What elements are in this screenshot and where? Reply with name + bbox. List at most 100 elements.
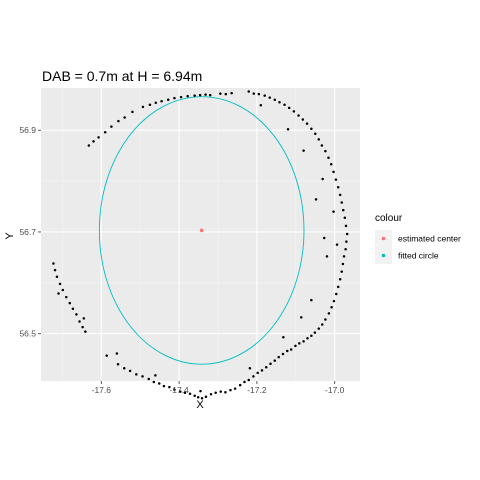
data-point (345, 232, 349, 236)
data-point (327, 156, 330, 159)
data-point (152, 380, 156, 384)
data-point (105, 354, 108, 357)
data-point (230, 91, 233, 95)
legend-title: colour (375, 213, 403, 224)
data-point (193, 394, 196, 398)
points-layer (52, 90, 349, 400)
data-point (257, 92, 261, 96)
data-point (286, 349, 289, 353)
data-point (55, 275, 59, 278)
data-point (320, 144, 324, 147)
data-point (166, 98, 170, 101)
data-point (344, 248, 347, 251)
data-point (252, 92, 256, 95)
data-point (314, 132, 317, 136)
data-point (81, 325, 84, 329)
data-point (310, 334, 313, 337)
grid-major (41, 88, 360, 381)
data-point (302, 149, 305, 152)
center-layer (199, 228, 204, 233)
data-point (199, 389, 202, 393)
y-axis-title: Y (4, 232, 16, 240)
data-point (305, 122, 309, 125)
data-point (123, 116, 126, 119)
x-tick-label: -17.6 (92, 385, 112, 395)
data-point (278, 100, 281, 104)
data-point (186, 94, 189, 98)
data-point (297, 114, 300, 117)
data-point (53, 268, 57, 272)
data-point (247, 90, 250, 93)
data-point (256, 371, 259, 375)
data-point (117, 119, 120, 123)
data-point (343, 216, 347, 219)
data-point (332, 299, 336, 303)
fitted-circle (98, 96, 305, 365)
data-point (168, 385, 171, 389)
legend-marker (381, 253, 386, 258)
data-point (340, 270, 343, 273)
data-point (277, 355, 280, 359)
data-point (68, 301, 72, 305)
data-point (57, 292, 60, 295)
data-point (224, 390, 227, 394)
data-point (84, 330, 87, 333)
data-point (128, 369, 132, 373)
data-point (193, 94, 196, 97)
data-point (259, 104, 263, 107)
data-point (289, 348, 293, 351)
data-point (298, 342, 301, 345)
data-point (148, 103, 152, 107)
data-point (61, 288, 65, 292)
data-point (336, 285, 340, 289)
data-point (179, 390, 182, 393)
data-point (314, 198, 318, 201)
data-point (92, 140, 95, 143)
y-tick-label: 56.7 (19, 227, 36, 237)
data-point (283, 103, 286, 107)
data-point (65, 295, 68, 299)
x-tick-label: -17.2 (247, 385, 267, 395)
data-point (269, 362, 272, 365)
data-point (322, 236, 326, 240)
data-point (103, 131, 107, 134)
data-point (154, 374, 157, 377)
data-point (268, 96, 271, 99)
data-point (154, 101, 158, 105)
data-point (238, 383, 242, 387)
data-point (273, 98, 277, 101)
data-point (160, 99, 163, 103)
data-point (173, 96, 176, 100)
data-point (141, 375, 144, 378)
data-point (342, 208, 345, 212)
data-point (188, 392, 192, 395)
data-point (335, 292, 338, 296)
legend: colour estimated center fitted circle (375, 213, 461, 264)
data-point (335, 243, 339, 246)
data-point (330, 305, 333, 309)
data-point (82, 317, 86, 320)
data-point (233, 387, 237, 390)
data-point (204, 395, 208, 399)
data-point (219, 92, 222, 95)
data-point (317, 138, 321, 141)
legend-label: estimated center (398, 234, 461, 244)
data-point (302, 340, 305, 343)
data-point (341, 262, 345, 266)
legend-label: fitted circle (398, 251, 439, 261)
data-point (183, 391, 187, 394)
grid-minor (41, 88, 360, 381)
data-point (345, 240, 348, 243)
data-point (292, 110, 296, 113)
data-point (301, 118, 305, 121)
y-tick-label: 56.5 (19, 329, 36, 339)
data-point (321, 323, 324, 326)
data-point (198, 93, 202, 97)
data-point (338, 193, 342, 197)
data-point (116, 362, 120, 366)
data-point (336, 185, 340, 189)
data-point (334, 178, 338, 181)
data-point (229, 388, 232, 392)
data-point (310, 298, 313, 302)
